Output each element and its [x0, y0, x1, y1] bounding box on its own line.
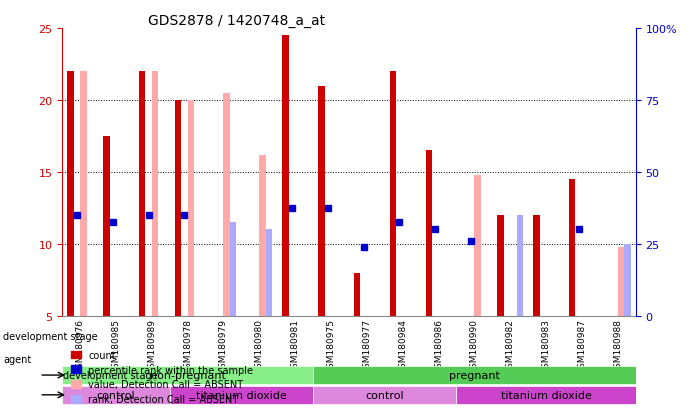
Text: GSM180979: GSM180979: [219, 318, 228, 373]
Text: GSM180985: GSM180985: [111, 318, 120, 373]
Text: GSM180976: GSM180976: [75, 318, 84, 373]
FancyBboxPatch shape: [170, 386, 313, 404]
Bar: [354, 273, 361, 316]
Legend: count, percentile rank within the sample, value, Detection Call = ABSENT, rank, : count, percentile rank within the sample…: [67, 346, 257, 408]
Bar: [188, 101, 194, 316]
Text: GSM180981: GSM180981: [291, 318, 300, 373]
Bar: [498, 216, 504, 316]
Text: GSM180975: GSM180975: [327, 318, 336, 373]
Bar: [283, 36, 289, 316]
Text: development stage: development stage: [3, 332, 98, 342]
Text: agent: agent: [3, 354, 32, 364]
Bar: [103, 137, 109, 316]
Text: GSM180977: GSM180977: [362, 318, 371, 373]
Bar: [259, 155, 266, 316]
Bar: [569, 180, 576, 316]
Bar: [139, 72, 145, 316]
Text: GSM180988: GSM180988: [614, 318, 623, 373]
Text: GSM180990: GSM180990: [470, 318, 479, 373]
Text: pregnant: pregnant: [449, 370, 500, 380]
Bar: [517, 216, 523, 316]
Bar: [618, 247, 624, 316]
Text: GSM180984: GSM180984: [398, 318, 407, 373]
Bar: [390, 72, 396, 316]
Text: GSM180978: GSM180978: [183, 318, 192, 373]
Text: GSM180987: GSM180987: [578, 318, 587, 373]
Bar: [426, 151, 432, 316]
Text: development stage: development stage: [63, 370, 158, 380]
Text: control: control: [366, 390, 404, 400]
Text: GSM180986: GSM180986: [434, 318, 443, 373]
Bar: [175, 101, 181, 316]
FancyBboxPatch shape: [313, 386, 457, 404]
Bar: [475, 175, 481, 316]
Bar: [266, 230, 272, 316]
Text: control: control: [97, 390, 135, 400]
Bar: [318, 86, 325, 316]
Bar: [67, 72, 74, 316]
Text: titanium dioxide: titanium dioxide: [501, 390, 591, 400]
FancyBboxPatch shape: [62, 366, 313, 384]
Text: GSM180983: GSM180983: [542, 318, 551, 373]
Bar: [230, 223, 236, 316]
Bar: [624, 244, 631, 316]
Bar: [152, 72, 158, 316]
FancyBboxPatch shape: [313, 366, 636, 384]
Text: titanium dioxide: titanium dioxide: [196, 390, 287, 400]
Bar: [80, 72, 86, 316]
Bar: [533, 216, 540, 316]
Bar: [223, 93, 230, 316]
Text: GSM180982: GSM180982: [506, 318, 515, 373]
Text: GDS2878 / 1420748_a_at: GDS2878 / 1420748_a_at: [148, 14, 325, 28]
FancyBboxPatch shape: [62, 386, 170, 404]
Text: GSM180989: GSM180989: [147, 318, 156, 373]
Text: non-pregnant: non-pregnant: [150, 370, 225, 380]
FancyBboxPatch shape: [457, 386, 636, 404]
Text: GSM180980: GSM180980: [255, 318, 264, 373]
